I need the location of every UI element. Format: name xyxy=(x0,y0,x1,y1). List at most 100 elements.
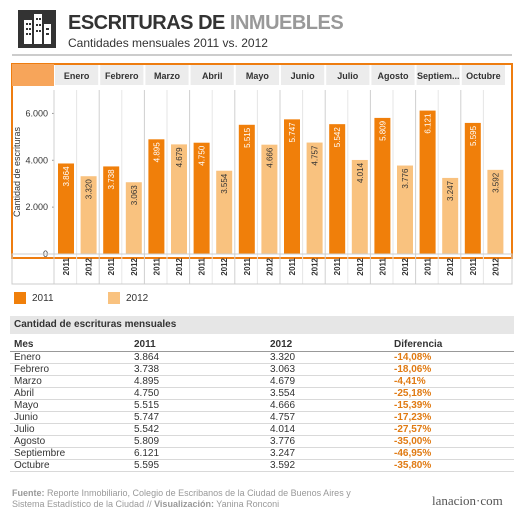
bar-value-label: 4.014 xyxy=(356,162,365,183)
legend-item-2012: 2012 xyxy=(108,292,148,304)
month-header-cell xyxy=(281,65,325,85)
bar-value-label: 3.864 xyxy=(62,166,71,187)
table-row: Marzo 4.895 4.679 -4,41% xyxy=(10,375,514,388)
bar-value-label: 5.542 xyxy=(333,127,342,148)
bar-value-label: 5.595 xyxy=(469,125,478,146)
table-title: Cantidad de escrituras mensuales xyxy=(10,316,514,334)
legend-swatch-2011 xyxy=(14,292,26,304)
difference-cell: -27,57% xyxy=(390,423,514,436)
table-header-row: Mes 2011 2012 Diferencia xyxy=(10,338,514,352)
value-cell: 3.554 xyxy=(266,387,390,400)
month-label: Mayo xyxy=(246,71,270,81)
bar-value-label: 5.747 xyxy=(288,122,297,143)
year-label: 2011 xyxy=(378,257,387,275)
month-label: Marzo xyxy=(154,71,181,81)
year-label: 2012 xyxy=(130,257,139,275)
year-label: 2011 xyxy=(107,257,116,275)
buildings-icon xyxy=(18,10,56,48)
bar-value-label: 4.757 xyxy=(311,145,320,166)
month-header-cell xyxy=(416,65,460,85)
page-title: ESCRITURAS DE INMUEBLES xyxy=(68,12,344,34)
brand-logo[interactable]: lanacion·com xyxy=(432,493,503,508)
header-divider xyxy=(12,54,512,56)
month-label: Abril xyxy=(202,71,223,81)
year-label: 2012 xyxy=(446,257,455,275)
month-header-cell xyxy=(190,65,234,85)
bar-2012 xyxy=(261,144,278,254)
month-cell: Junio xyxy=(10,411,130,424)
month-cell: Septiembre xyxy=(10,447,130,460)
source-text: Reporte Inmobiliario, Colegio de Escriba… xyxy=(12,488,351,509)
year-label: 2012 xyxy=(85,257,94,275)
bar-2012 xyxy=(125,182,142,254)
bar-value-label: 5.515 xyxy=(243,127,252,148)
bar-2012 xyxy=(442,177,459,254)
bar-value-label: 5.809 xyxy=(378,120,387,141)
month-header-cell xyxy=(100,65,144,85)
value-cell: 5.747 xyxy=(130,411,266,424)
year-label: 2011 xyxy=(288,257,297,275)
value-cell: 4.666 xyxy=(266,399,390,412)
month-label: Septiem... xyxy=(417,71,460,81)
table-row: Mayo 5.515 4.666 -15,39% xyxy=(10,399,514,412)
bar-2011 xyxy=(193,142,210,254)
bar-value-label: 4.666 xyxy=(265,147,274,168)
value-cell: 3.592 xyxy=(266,459,390,472)
header: ESCRITURAS DE INMUEBLES Cantidades mensu… xyxy=(0,0,522,58)
table-row: Abril 4.750 3.554 -25,18% xyxy=(10,387,514,400)
year-label: 2012 xyxy=(491,257,500,275)
bar-2012 xyxy=(351,159,368,254)
month-label: Julio xyxy=(337,71,359,81)
value-cell: 3.063 xyxy=(266,363,390,376)
bar-value-label: 3.063 xyxy=(130,185,139,206)
difference-cell: -35,80% xyxy=(390,459,514,472)
legend-item-2011: 2011 xyxy=(14,292,54,304)
value-cell: 5.595 xyxy=(130,459,266,472)
month-header-cell xyxy=(235,65,279,85)
table-header-cell: Diferencia xyxy=(390,338,514,352)
table-header-cell: 2011 xyxy=(130,338,266,352)
year-label: 2011 xyxy=(333,257,342,275)
difference-cell: -4,41% xyxy=(390,375,514,388)
year-label: 2011 xyxy=(152,257,161,275)
month-label: Junio xyxy=(291,71,316,81)
month-header-cell xyxy=(326,65,370,85)
bar-value-label: 3.776 xyxy=(401,168,410,189)
year-label: 2011 xyxy=(198,257,207,275)
bar-2012 xyxy=(80,176,97,254)
source-label: Fuente: xyxy=(12,488,45,498)
bar-2012 xyxy=(397,165,413,254)
value-cell: 3.320 xyxy=(266,351,390,364)
bar-value-label: 6.121 xyxy=(424,113,433,134)
bar-value-label: 3.247 xyxy=(446,180,455,201)
year-label: 2012 xyxy=(356,257,365,275)
legend-label-2011: 2011 xyxy=(32,292,54,304)
table-header-cell: Mes xyxy=(10,338,130,352)
year-label: 2012 xyxy=(175,257,184,275)
table-row: Febrero 3.738 3.063 -18,06% xyxy=(10,363,514,376)
value-cell: 3.247 xyxy=(266,447,390,460)
page-subtitle: Cantidades mensuales 2011 vs. 2012 xyxy=(68,36,268,50)
difference-cell: -18,06% xyxy=(390,363,514,376)
bar-value-label: 3.320 xyxy=(85,179,94,200)
bar-2011 xyxy=(329,124,346,254)
bar-2012 xyxy=(487,169,504,254)
year-label: 2012 xyxy=(220,257,229,275)
table-row: Julio 5.542 4.014 -27,57% xyxy=(10,423,514,436)
legend-swatch-2012 xyxy=(108,292,120,304)
y-tick-label: 6.000 xyxy=(25,108,48,118)
chart-legend: 2011 2012 xyxy=(14,290,508,310)
table-header-cell: 2012 xyxy=(266,338,390,352)
table-row: Junio 5.747 4.757 -17,23% xyxy=(10,411,514,424)
month-label: Octubre xyxy=(466,71,501,81)
bar-2011 xyxy=(464,122,481,254)
y-tick-label: 4.000 xyxy=(25,155,48,165)
bar-value-label: 3.738 xyxy=(107,169,116,190)
month-label: Febrero xyxy=(105,71,139,81)
monthly-table: Mes 2011 2012 Diferencia Enero 3.864 3.320… xyxy=(10,338,514,472)
header-corner xyxy=(12,64,54,86)
month-header-cell xyxy=(145,65,189,85)
bar-value-label: 4.895 xyxy=(152,142,161,163)
y-tick-label: 2.000 xyxy=(25,202,48,212)
difference-cell: -14,08% xyxy=(390,351,514,364)
